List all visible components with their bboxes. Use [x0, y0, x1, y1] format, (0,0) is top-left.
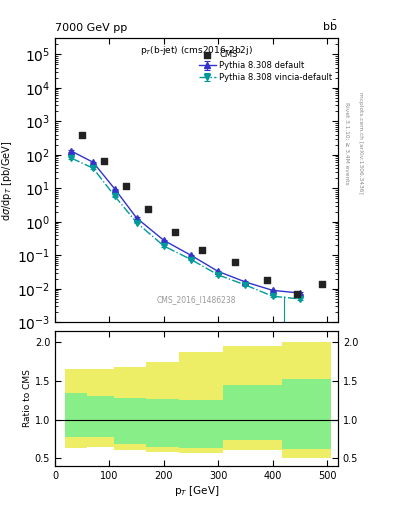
Text: 7000 GeV pp: 7000 GeV pp	[55, 23, 127, 33]
CMS	[318, 280, 325, 288]
CMS	[144, 204, 151, 212]
Text: p$_T$(b-jet) (cms2016-2b2j): p$_T$(b-jet) (cms2016-2b2j)	[140, 44, 253, 57]
Y-axis label: d$\sigma$/dp$_T$ [pb/GeV]: d$\sigma$/dp$_T$ [pb/GeV]	[0, 140, 14, 221]
Text: mcplots.cern.ch [arXiv:1306.3436]: mcplots.cern.ch [arXiv:1306.3436]	[358, 93, 363, 194]
CMS	[294, 290, 300, 298]
Text: Rivet 3.1.10; ≥ 3.4M events: Rivet 3.1.10; ≥ 3.4M events	[344, 102, 349, 185]
Y-axis label: Ratio to CMS: Ratio to CMS	[23, 369, 32, 427]
CMS	[172, 228, 178, 236]
CMS	[79, 131, 85, 139]
Text: CMS_2016_I1486238: CMS_2016_I1486238	[157, 295, 236, 304]
CMS	[264, 276, 270, 284]
Text: b$\bar{\rm b}$: b$\bar{\rm b}$	[323, 19, 338, 33]
CMS	[123, 182, 129, 190]
CMS	[199, 246, 205, 254]
Legend: CMS, Pythia 8.308 default, Pythia 8.308 vincia-default: CMS, Pythia 8.308 default, Pythia 8.308 …	[197, 48, 334, 83]
CMS	[101, 157, 107, 165]
CMS	[231, 258, 238, 266]
X-axis label: p$_T$ [GeV]: p$_T$ [GeV]	[174, 483, 219, 498]
